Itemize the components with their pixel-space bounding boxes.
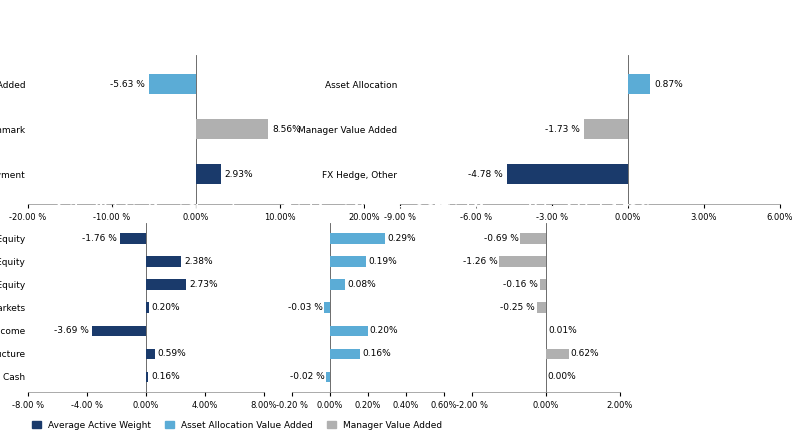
Text: -0.16 %: -0.16 %: [503, 280, 538, 289]
Bar: [330, 233, 385, 244]
Bar: [330, 279, 346, 290]
Bar: [146, 279, 186, 290]
Text: -0.69 %: -0.69 %: [484, 234, 518, 243]
Bar: [91, 325, 146, 336]
Bar: [521, 233, 546, 244]
Bar: [584, 119, 628, 139]
Text: 0.29%: 0.29%: [387, 234, 415, 243]
Text: 0.08%: 0.08%: [347, 280, 376, 289]
Text: 8.56%: 8.56%: [272, 125, 301, 134]
Text: 0.19%: 0.19%: [368, 257, 397, 266]
Text: -3.69 %: -3.69 %: [54, 326, 89, 336]
Bar: [330, 349, 360, 359]
Text: -0.02 %: -0.02 %: [290, 372, 324, 381]
Legend: Average Active Weight, Asset Allocation Value Added, Manager Value Added: Average Active Weight, Asset Allocation …: [29, 417, 446, 434]
Bar: [196, 164, 221, 184]
Text: -1.26 %: -1.26 %: [463, 257, 498, 266]
Bar: [146, 372, 148, 382]
Text: -1.73 %: -1.73 %: [545, 125, 580, 134]
Text: -0.25 %: -0.25 %: [500, 303, 535, 312]
Text: Total Endowment Performance: Total Endowment Performance: [106, 35, 286, 46]
Text: 2.93%: 2.93%: [225, 170, 254, 179]
Text: 0.87%: 0.87%: [654, 80, 683, 88]
Bar: [628, 74, 650, 94]
Bar: [330, 256, 366, 267]
Text: -0.03 %: -0.03 %: [288, 303, 322, 312]
Text: Total Manager Value Added:-1.73 %: Total Manager Value Added:-1.73 %: [441, 204, 651, 214]
Text: 0.00%: 0.00%: [548, 372, 577, 381]
Text: -5.63 %: -5.63 %: [110, 80, 145, 88]
Bar: [324, 303, 330, 313]
Bar: [330, 325, 368, 336]
Text: 0.16%: 0.16%: [362, 350, 391, 358]
Text: 2.73%: 2.73%: [189, 280, 218, 289]
Bar: [146, 303, 149, 313]
Text: Total Asset Allocation:0.87%: Total Asset Allocation:0.87%: [284, 204, 452, 214]
Text: 0.62%: 0.62%: [570, 350, 599, 358]
Text: 0.20%: 0.20%: [152, 303, 181, 312]
Text: Active Weights (Asset Classes): Active Weights (Asset Classes): [55, 204, 237, 214]
Bar: [546, 349, 569, 359]
Bar: [196, 119, 268, 139]
Bar: [146, 349, 154, 359]
Bar: [120, 233, 146, 244]
Text: 0.16%: 0.16%: [151, 372, 180, 381]
Text: -1.76 %: -1.76 %: [82, 234, 118, 243]
Text: 0.01%: 0.01%: [548, 326, 577, 336]
Bar: [537, 303, 546, 313]
Bar: [507, 164, 628, 184]
Text: 0.20%: 0.20%: [370, 326, 398, 336]
Bar: [146, 256, 181, 267]
Text: Total Value Added:-5.63 %: Total Value Added:-5.63 %: [513, 35, 667, 46]
Text: 2.38%: 2.38%: [184, 257, 213, 266]
Text: 0.59%: 0.59%: [158, 350, 186, 358]
Bar: [326, 372, 330, 382]
Bar: [540, 279, 546, 290]
Bar: [499, 256, 546, 267]
Bar: [149, 74, 196, 94]
Text: -4.78 %: -4.78 %: [467, 170, 502, 179]
